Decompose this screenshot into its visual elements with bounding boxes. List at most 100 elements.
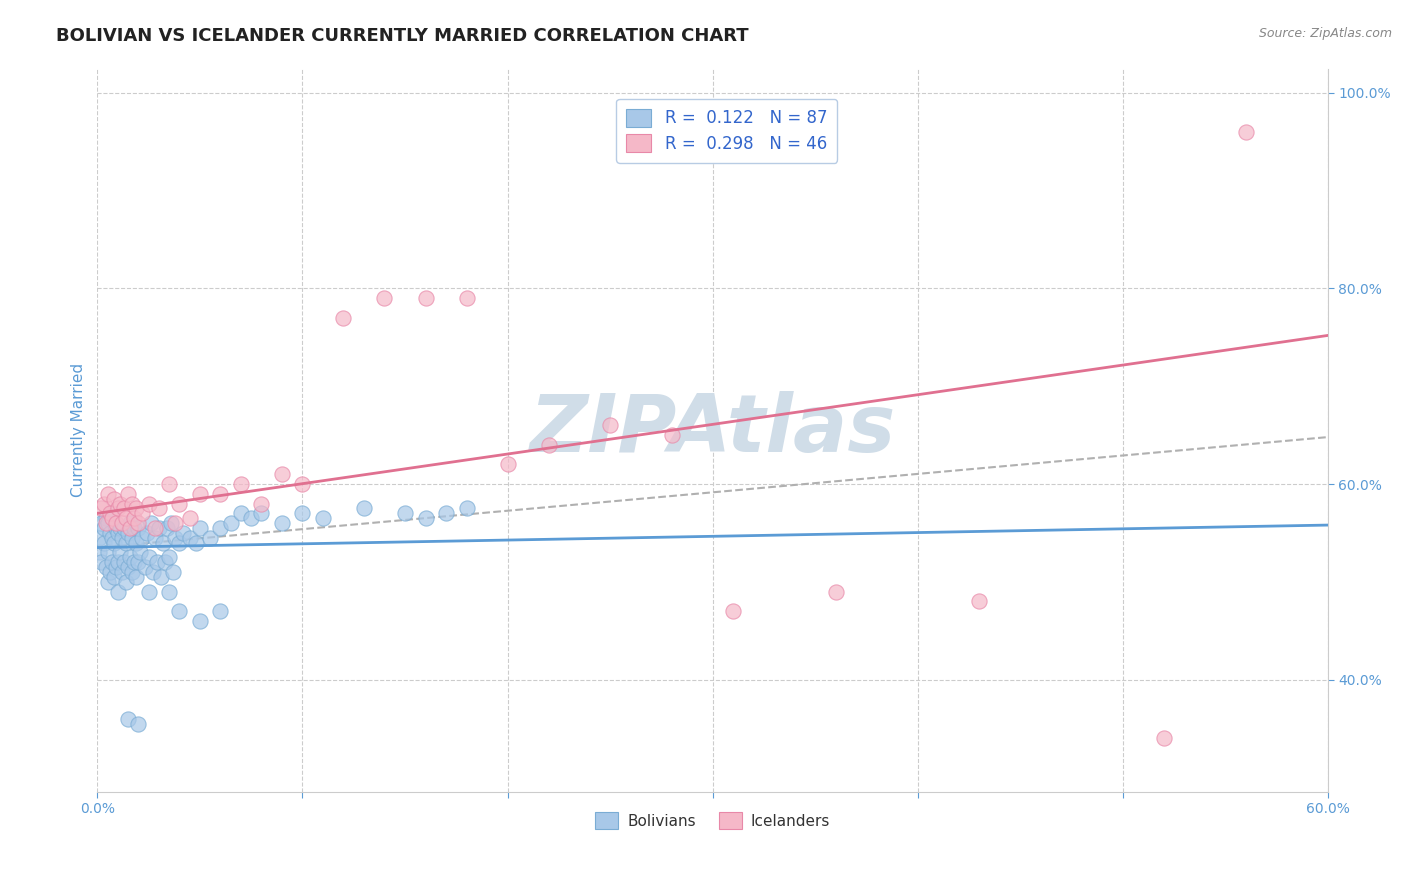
Point (100, 511, 122, 525)
Point (127, 521, 149, 535)
Point (148, 521, 170, 535)
Point (160, 516, 183, 530)
Point (149, 570, 172, 584)
Point (143, 521, 166, 535)
Point (127, 716, 149, 731)
Point (127, 516, 149, 530)
Point (94, 560, 117, 574)
Point (117, 487, 139, 501)
Point (127, 555, 149, 569)
Point (120, 516, 142, 530)
Point (100, 555, 122, 569)
Point (188, 521, 211, 535)
Point (169, 535, 191, 549)
Point (188, 487, 211, 501)
Point (240, 511, 263, 525)
Point (122, 521, 145, 535)
Point (111, 565, 134, 579)
Text: ZIPAtlas: ZIPAtlas (530, 392, 896, 469)
Point (103, 570, 125, 584)
Y-axis label: Currently Married: Currently Married (72, 363, 86, 498)
Point (97, 487, 120, 501)
Point (271, 467, 294, 482)
Point (117, 525, 139, 540)
Point (173, 525, 195, 540)
Point (112, 555, 135, 569)
Text: Source: ZipAtlas.com: Source: ZipAtlas.com (1258, 27, 1392, 40)
Point (138, 497, 160, 511)
Point (125, 570, 148, 584)
Point (135, 525, 157, 540)
Point (108, 521, 131, 535)
Point (94, 516, 117, 530)
Point (97, 516, 120, 530)
Point (148, 501, 170, 516)
Point (152, 535, 174, 549)
Point (97, 545, 120, 559)
Point (1234, 125, 1257, 139)
Point (456, 501, 478, 516)
Point (496, 458, 519, 472)
Point (131, 506, 153, 520)
Point (111, 516, 134, 530)
Point (90, 501, 112, 516)
Point (129, 545, 152, 559)
Point (98, 506, 121, 520)
Point (107, 555, 129, 569)
Point (90, 555, 112, 569)
Point (373, 291, 395, 305)
Point (125, 501, 148, 516)
Point (209, 521, 232, 535)
Point (198, 531, 221, 545)
Point (121, 531, 143, 545)
Point (332, 310, 354, 325)
Point (112, 501, 135, 516)
Point (394, 506, 416, 520)
Point (229, 506, 252, 520)
Point (250, 506, 273, 520)
Point (143, 531, 166, 545)
Point (104, 516, 127, 530)
Point (107, 501, 129, 516)
Point (1153, 731, 1175, 746)
Point (98, 525, 121, 540)
Point (165, 531, 187, 545)
Point (537, 438, 560, 452)
Point (121, 497, 143, 511)
Point (103, 535, 125, 549)
Point (661, 428, 683, 442)
Point (824, 584, 846, 599)
Point (98, 565, 121, 579)
Point (188, 614, 211, 628)
Point (179, 511, 201, 525)
Point (157, 550, 180, 565)
Point (146, 555, 169, 569)
Point (969, 594, 991, 608)
Point (94, 511, 117, 525)
Point (250, 497, 273, 511)
Point (134, 560, 156, 574)
Point (219, 516, 242, 530)
Point (115, 535, 138, 549)
Point (169, 497, 191, 511)
Point (117, 560, 139, 574)
Point (93, 535, 115, 549)
Point (271, 516, 294, 530)
Point (122, 555, 145, 569)
Point (291, 506, 314, 520)
Point (184, 535, 207, 549)
Point (153, 555, 176, 569)
Point (209, 487, 232, 501)
Point (115, 574, 138, 589)
Point (456, 291, 478, 305)
Point (434, 506, 457, 520)
Point (108, 497, 131, 511)
Point (131, 531, 153, 545)
Point (104, 521, 127, 535)
Point (156, 521, 179, 535)
Point (100, 506, 122, 520)
Point (120, 550, 142, 565)
Point (291, 477, 314, 491)
Point (93, 497, 115, 511)
Point (209, 604, 232, 618)
